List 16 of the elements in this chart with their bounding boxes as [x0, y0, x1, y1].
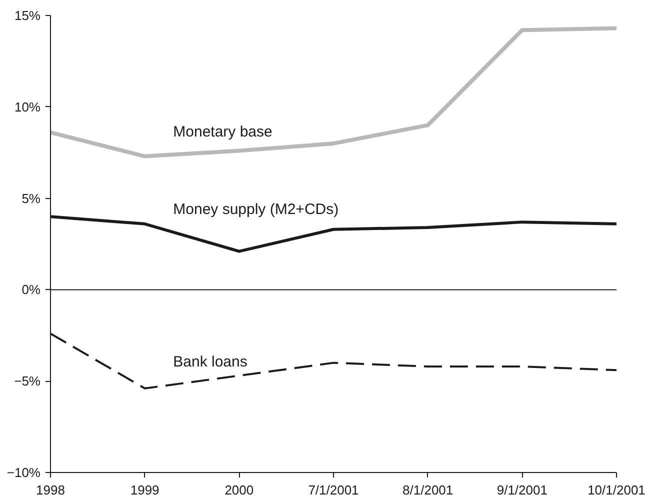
x-tick-label: 9/1/2001: [496, 482, 548, 498]
y-tick-label: 10%: [14, 99, 41, 114]
x-tick-label: 2000: [224, 482, 254, 498]
series-label: Monetary base: [173, 124, 272, 141]
series-label: Money supply (M2+CDs): [173, 201, 339, 218]
y-tick-label: 0%: [22, 282, 41, 298]
x-tick-label: 1998: [36, 482, 65, 498]
x-tick-label: 1999: [130, 482, 160, 498]
y-tick-label: 5%: [22, 190, 41, 206]
y-tick-label: −10%: [6, 465, 41, 480]
y-tick-label: −5%: [14, 374, 41, 389]
x-tick-label: 10/1/2001: [588, 482, 646, 498]
x-tick-label: 7/1/2001: [308, 482, 359, 498]
x-tick-label: 8/1/2001: [402, 482, 454, 498]
y-tick-label: 15%: [14, 8, 41, 23]
series-label: Bank loans: [173, 354, 248, 371]
